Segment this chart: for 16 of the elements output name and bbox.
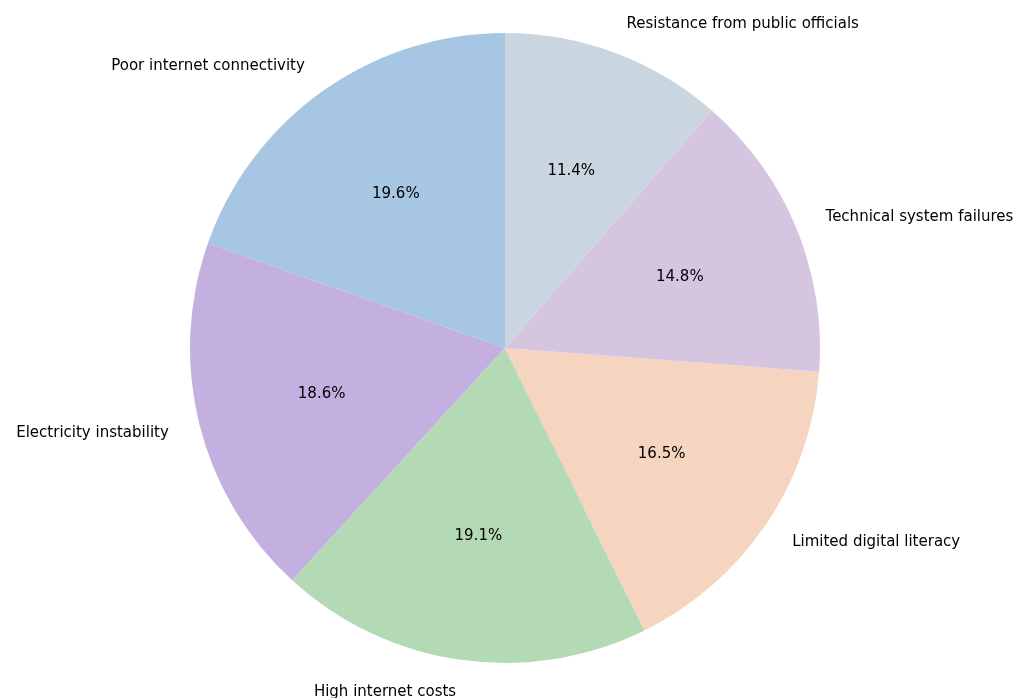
data-label: 18.6% (297, 384, 346, 403)
slice-label: High internet costs (313, 681, 457, 698)
slice-label: Poor internet connectivity (111, 55, 305, 74)
slice-label: Technical system failures (824, 206, 1014, 225)
pie-slice (505, 33, 712, 348)
data-label: 14.8% (656, 266, 704, 285)
pie-slice (207, 33, 505, 348)
data-label: 11.4% (547, 161, 596, 180)
data-label: 19.1% (454, 525, 503, 544)
data-label: 16.5% (637, 444, 686, 463)
slice-label: Resistance from public officials (626, 13, 860, 32)
pie-slice (190, 243, 505, 581)
slice-label: Limited digital literacy (792, 532, 961, 551)
data-label: 19.6% (372, 184, 420, 203)
slice-label: Electricity instability (16, 422, 169, 441)
pie-slice (505, 110, 820, 372)
